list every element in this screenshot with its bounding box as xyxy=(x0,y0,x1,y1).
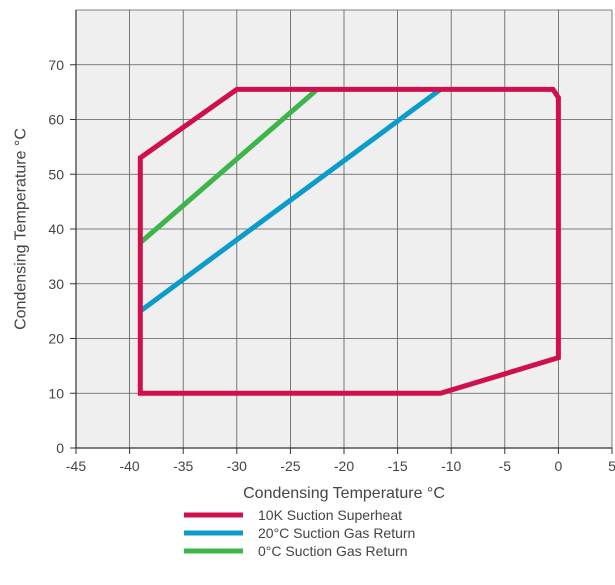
x-tick-label: -10 xyxy=(441,458,461,474)
legend-label: 0°C Suction Gas Return xyxy=(258,543,408,559)
y-tick-label: 10 xyxy=(48,385,64,401)
x-tick-label: -30 xyxy=(227,458,247,474)
x-axis-title: Condensing Temperature °C xyxy=(243,485,445,502)
y-tick-label: 70 xyxy=(48,57,64,73)
series-layer xyxy=(137,86,561,396)
series-line-2 xyxy=(138,87,319,245)
legend: 10K Suction Superheat 20°C Suction Gas Re… xyxy=(184,507,415,559)
legend-label: 20°C Suction Gas Return xyxy=(258,525,415,541)
x-tick-label: -20 xyxy=(334,458,354,474)
y-tick-label: 20 xyxy=(48,331,64,347)
y-axis-title: Condensing Temperature °C xyxy=(13,128,30,330)
plot-area xyxy=(70,9,613,454)
y-tick-label: 30 xyxy=(48,276,64,292)
x-tick-label: -35 xyxy=(173,458,193,474)
x-tick-label: -25 xyxy=(280,458,300,474)
y-tick-label: 0 xyxy=(56,440,64,456)
x-tick-labels: -45 -40 -35 -30 -25 -20 -15 -10 -5 0 5 xyxy=(66,458,615,474)
y-tick-labels: 0 10 20 30 40 50 60 70 xyxy=(48,57,64,456)
x-tick-label: -45 xyxy=(66,458,86,474)
y-tick-label: 50 xyxy=(48,166,64,182)
x-tick-label: 0 xyxy=(555,458,563,474)
series-line-1 xyxy=(138,87,442,314)
series-line-0 xyxy=(137,86,561,396)
axes xyxy=(70,10,613,454)
x-tick-label: -15 xyxy=(387,458,407,474)
y-tick-label: 60 xyxy=(48,112,64,128)
x-tick-label: -40 xyxy=(119,458,139,474)
legend-label: 10K Suction Superheat xyxy=(258,507,402,523)
x-tick-label: -5 xyxy=(499,458,512,474)
y-tick-label: 40 xyxy=(48,221,64,237)
x-tick-label: 5 xyxy=(608,458,615,474)
